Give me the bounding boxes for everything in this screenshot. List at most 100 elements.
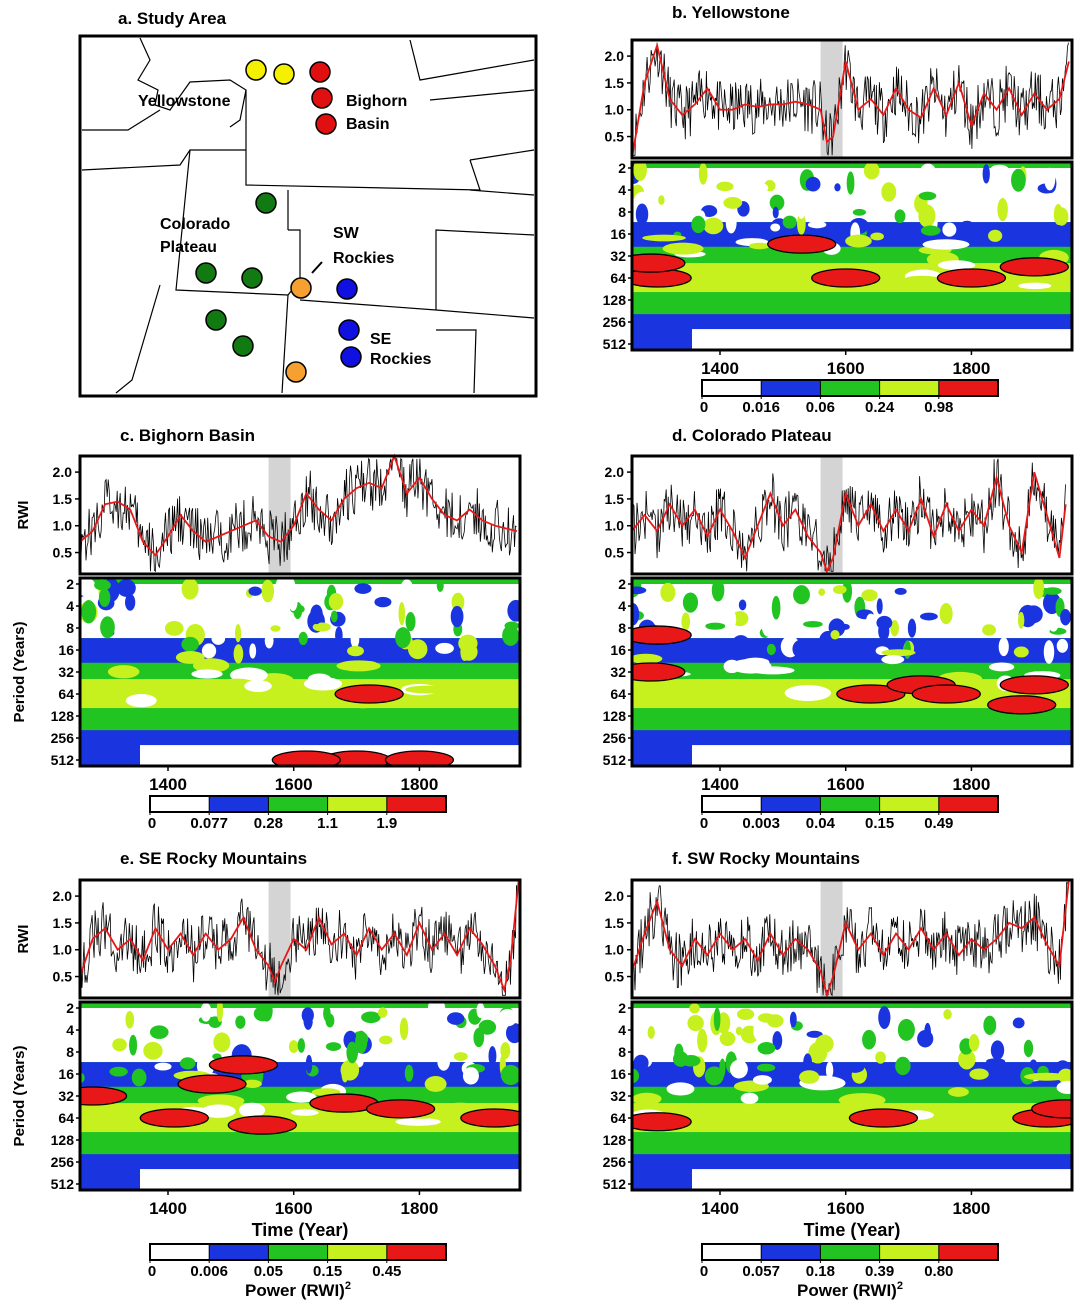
period-axis-label: Period (Years) [11, 1046, 28, 1147]
wavelet-patch [107, 665, 140, 679]
wavelet-speckle [647, 1025, 655, 1039]
wavelet-speckle [863, 162, 880, 180]
wavelet-speckle [297, 1038, 306, 1053]
wavelet-power-peak [632, 625, 692, 645]
site-colorado-3 [241, 267, 263, 289]
wavelet-speckle [298, 631, 308, 646]
wavelet-speckle [633, 162, 647, 181]
wavelet-speckle [498, 1008, 518, 1027]
rwi-tick-label: 2.0 [605, 48, 625, 64]
wavelet-speckle [854, 187, 865, 202]
map-labels: Yellowstone Bighorn Basin Colorado Plate… [138, 93, 431, 368]
wavelet-speckle [719, 1031, 736, 1047]
wavelet-speckle [681, 1055, 701, 1067]
wavelet-speckle [114, 601, 124, 613]
map-label-yellowstone: Yellowstone [138, 93, 231, 110]
colorbar-swatch [327, 796, 387, 812]
wavelet-speckle [1043, 640, 1055, 664]
wavelet-patch [948, 1087, 969, 1097]
site-sw-rockies-1 [290, 277, 312, 299]
colorbar-swatch [879, 796, 939, 812]
panel-f: f. SW Rocky Mountains 0.5 1.0 1.5 2.0 2 4 8 16 32… [603, 849, 1074, 1300]
wavelet-speckle [986, 1058, 1006, 1065]
wavelet-speckle [404, 1064, 414, 1082]
colorbar-label: 0.016 [742, 399, 780, 416]
wavelet-cone-white [692, 745, 1072, 766]
wavelet-patch [328, 1110, 373, 1125]
colorbar-label: 0 [700, 815, 708, 832]
wavelet-speckle [211, 632, 226, 645]
wavelet-speckle [803, 1053, 813, 1074]
wavelet-speckle [288, 591, 298, 612]
site-colorado-4 [205, 309, 227, 331]
wavelet-white-band [632, 584, 1072, 639]
period-tick-label: 512 [51, 752, 75, 768]
rwi-tick-label: 1.5 [53, 915, 73, 931]
wavelet-low-green [632, 1132, 1072, 1155]
wavelet-speckle [325, 1042, 342, 1051]
wavelet-patch [1018, 282, 1052, 290]
period-tick-label: 64 [58, 1110, 74, 1126]
wavelet-speckle [374, 596, 392, 608]
wavelet-speckle [398, 601, 406, 626]
power-label-sup: 2 [345, 1280, 351, 1292]
wavelet-speckle [942, 222, 957, 237]
x-tick-label: 1600 [827, 359, 865, 378]
colorbar-swatch [150, 1244, 210, 1260]
period-tick-label: 32 [610, 664, 626, 680]
wavelet-speckle [1007, 1049, 1014, 1059]
wavelet-chart: 2 4 8 16 32 64 128 256 512 1400 1600 1800 [603, 160, 1074, 378]
wavelet-speckle [125, 593, 136, 611]
wavelet-speckle [248, 586, 262, 596]
period-tick-label: 128 [603, 1132, 627, 1148]
wavelet-speckle [125, 1010, 135, 1029]
colorbar-label: 0.39 [865, 1263, 894, 1280]
wavelet-patch [784, 685, 832, 702]
rwi-tick-label: 1.5 [605, 491, 625, 507]
wavelet-speckle [301, 1007, 314, 1024]
colorbar-swatch [820, 1244, 880, 1260]
raw-series-line [631, 42, 1069, 156]
wavelet-power-peak [80, 1086, 128, 1106]
colorbar-swatch [150, 796, 210, 812]
wavelet-speckle [328, 592, 344, 611]
map-label-basin: Basin [346, 116, 390, 133]
wavelet-speckle [998, 637, 1009, 657]
period-tick-label: 512 [603, 752, 627, 768]
wavelet-speckle [782, 215, 797, 229]
wavelet-speckle [1044, 167, 1056, 191]
wavelet-speckle [1017, 611, 1025, 629]
wavelet-speckle [1043, 587, 1062, 595]
wavelet-patch [750, 666, 795, 675]
period-tick-label: 512 [603, 336, 627, 352]
period-tick-label: 64 [58, 686, 74, 702]
colorbar-swatch [386, 796, 446, 812]
rwi-chart: 0.5 1.0 1.5 2.0 [605, 454, 1074, 576]
wavelet-patch [740, 1092, 759, 1105]
colorbar-swatch [209, 796, 269, 812]
panel-d: d. Colorado Plateau 0.5 1.0 1.5 2.0 2 4 8 16 32 64… [603, 426, 1074, 832]
period-tick-label: 64 [610, 270, 626, 286]
raw-series-line [79, 882, 519, 996]
wavelet-speckle [109, 1066, 128, 1077]
period-tick-label: 2 [66, 576, 74, 592]
period-tick-label: 128 [603, 708, 627, 724]
wavelet-speckle [1030, 1059, 1037, 1069]
colorbar-label: 0.006 [190, 1263, 228, 1280]
wavelet-speckle [958, 1049, 976, 1070]
colorbar-swatch [702, 796, 762, 812]
colorbar-swatch [938, 380, 998, 396]
colorbar-label: 1.9 [376, 815, 397, 832]
rwi-tick-label: 2.0 [605, 464, 625, 480]
wavelet-field [632, 162, 1072, 350]
rwi-frame [78, 454, 522, 576]
wavelet-speckle [507, 599, 520, 622]
wavelet-speckle [1056, 638, 1069, 653]
site-yellowstone-2 [273, 63, 295, 85]
rwi-chart: 0.5 1.0 1.5 2.0 [605, 38, 1074, 160]
wavelet-speckle [728, 611, 737, 628]
wavelet-speckle [845, 1062, 865, 1073]
map-label-colorado: Colorado [160, 216, 230, 233]
wavelet-speckle [731, 635, 751, 655]
wavelet-speckle [660, 582, 676, 603]
